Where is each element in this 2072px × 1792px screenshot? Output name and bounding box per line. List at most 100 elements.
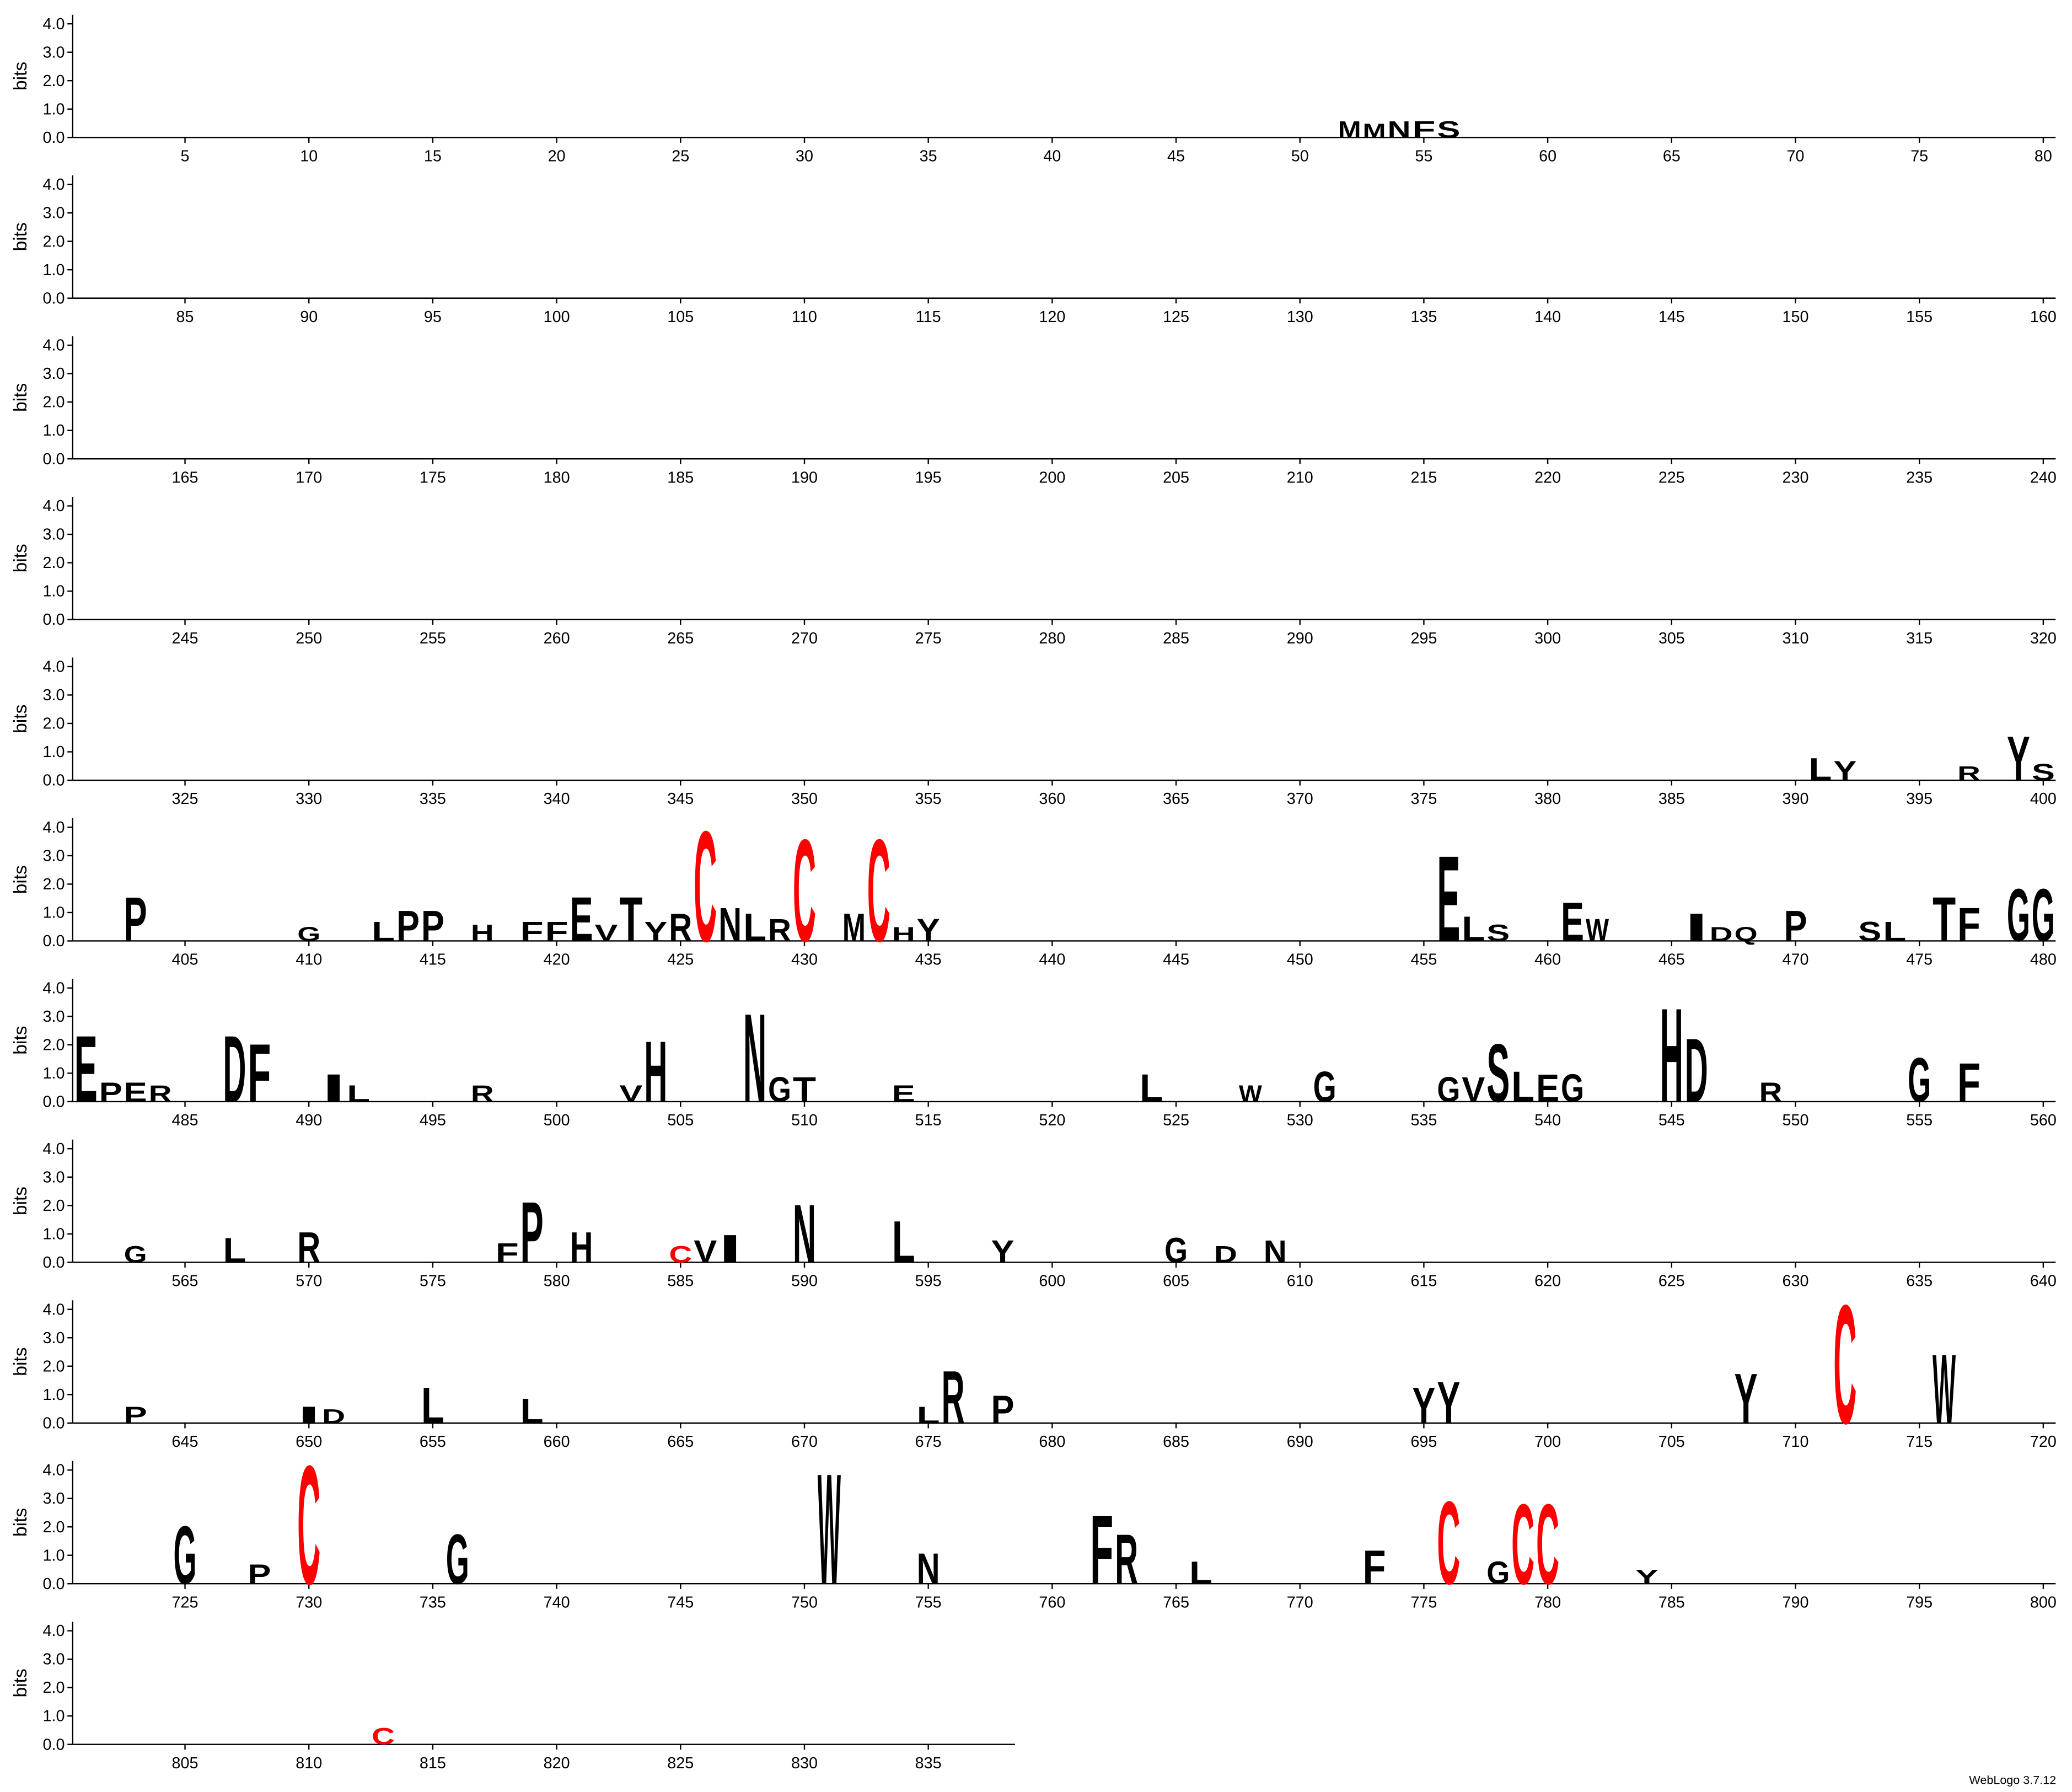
y-tick-label: 2.0: [42, 876, 65, 893]
logo-letter: E: [892, 1081, 915, 1107]
y-tick-label: 0.0: [42, 450, 65, 468]
logo-letter: Y: [1412, 1376, 1435, 1434]
logo-letter: G: [446, 1520, 469, 1599]
y-axis-label: bits: [10, 222, 31, 251]
y-tick-label: 4.0: [42, 15, 65, 33]
logo-letter: P: [520, 1185, 544, 1281]
x-tick-label: 515: [915, 1112, 942, 1129]
y-tick-label: 1.0: [42, 261, 65, 279]
x-tick-label: 165: [172, 469, 198, 486]
x-tick-label: 270: [791, 630, 818, 647]
x-tick-label: 630: [1783, 1273, 1809, 1290]
x-tick-label: 385: [1658, 790, 1685, 808]
y-axis-label: bits: [10, 865, 31, 894]
x-tick-label: 710: [1783, 1433, 1809, 1451]
x-tick-label: 20: [548, 147, 566, 165]
x-tick-label: 820: [544, 1755, 570, 1772]
logo-letter: G: [174, 1510, 197, 1602]
logo-letter: Y: [2007, 723, 2030, 794]
logo-letter: S: [1486, 1027, 1510, 1119]
x-tick-label: 90: [300, 308, 318, 326]
logo-letter: P: [124, 1402, 147, 1429]
x-tick-label: 100: [544, 308, 570, 326]
y-tick-label: 3.0: [42, 365, 65, 383]
logo-letter: R: [1115, 1520, 1138, 1599]
x-tick-label: 705: [1658, 1433, 1685, 1451]
x-tick-label: 240: [2030, 469, 2057, 486]
logo-letter: H: [892, 923, 915, 945]
logo-letter: L: [1140, 1066, 1163, 1110]
x-tick-label: 725: [172, 1594, 198, 1611]
logo-letter: N: [917, 1545, 940, 1594]
x-tick-label: 495: [420, 1112, 446, 1129]
x-tick-label: 500: [544, 1112, 570, 1129]
x-tick-label: 800: [2030, 1594, 2057, 1611]
y-tick-label: 2.0: [42, 1358, 65, 1375]
logo-letter: C: [297, 1431, 320, 1621]
x-tick-label: 40: [1043, 147, 1061, 165]
y-tick-label: 0.0: [42, 1736, 65, 1753]
x-tick-label: 475: [1906, 951, 1933, 969]
x-tick-label: 135: [1410, 308, 1437, 326]
logo-letter: S: [1437, 116, 1460, 143]
x-tick-label: 565: [172, 1273, 198, 1290]
y-tick-label: 4.0: [42, 497, 65, 515]
x-tick-label: 635: [1906, 1273, 1933, 1290]
x-tick-label: 535: [1410, 1112, 1437, 1129]
y-tick-label: 1.0: [42, 1708, 65, 1725]
x-tick-label: 205: [1163, 469, 1189, 486]
logo-letter: L: [520, 1392, 544, 1431]
x-tick-label: 275: [915, 630, 942, 647]
x-tick-label: 755: [915, 1594, 942, 1611]
x-tick-label: 610: [1287, 1273, 1313, 1290]
x-tick-label: 450: [1287, 951, 1313, 969]
x-tick-label: 750: [791, 1594, 818, 1611]
logo-letter: H: [1660, 980, 1683, 1130]
x-tick-label: 700: [1534, 1433, 1561, 1451]
x-tick-label: 485: [172, 1112, 198, 1129]
x-tick-label: 480: [2030, 951, 2057, 969]
logo-letter: I: [718, 1227, 742, 1271]
x-tick-label: 245: [172, 630, 198, 647]
x-tick-label: 220: [1534, 469, 1561, 486]
x-tick-label: 375: [1410, 790, 1437, 808]
x-tick-label: 715: [1906, 1433, 1933, 1451]
logo-letter: E: [1536, 1066, 1559, 1110]
x-tick-label: 230: [1783, 469, 1809, 486]
logo-letter: F: [1957, 898, 1980, 951]
x-tick-label: 185: [667, 469, 694, 486]
logo-letter: G: [1437, 1070, 1460, 1109]
x-tick-label: 550: [1783, 1112, 1809, 1129]
y-tick-label: 3.0: [42, 526, 65, 544]
x-tick-label: 785: [1658, 1594, 1685, 1611]
y-axis-label: bits: [10, 1187, 31, 1215]
x-tick-label: 95: [424, 308, 442, 326]
x-tick-label: 625: [1658, 1273, 1685, 1290]
y-tick-label: 1.0: [42, 904, 65, 922]
x-tick-label: 465: [1658, 951, 1685, 969]
logo-letter: G: [2007, 873, 2030, 957]
x-tick-label: 395: [1906, 790, 1933, 808]
x-tick-label: 775: [1410, 1594, 1437, 1611]
logo-letter: L: [1511, 1063, 1534, 1112]
x-tick-label: 110: [792, 308, 817, 326]
x-tick-label: 180: [544, 469, 570, 486]
x-tick-label: 670: [791, 1433, 818, 1451]
x-tick-label: 125: [1163, 308, 1189, 326]
x-tick-label: 735: [420, 1594, 446, 1611]
x-tick-label: 605: [1163, 1273, 1189, 1290]
x-tick-label: 140: [1534, 308, 1561, 326]
x-tick-label: 415: [420, 951, 446, 969]
x-tick-label: 150: [1783, 308, 1809, 326]
x-tick-label: 355: [915, 790, 942, 808]
logo-letter: Y: [644, 916, 667, 947]
x-tick-label: 15: [424, 147, 442, 165]
x-tick-label: 120: [1039, 308, 1065, 326]
x-tick-label: 315: [1906, 630, 1933, 647]
y-tick-label: 1.0: [42, 422, 65, 439]
y-tick-label: 3.0: [42, 1329, 65, 1347]
logo-letter: S: [1858, 916, 1881, 947]
y-axis-label: bits: [10, 62, 31, 90]
logo-letter: W: [818, 1441, 841, 1617]
y-tick-label: 4.0: [42, 337, 65, 355]
